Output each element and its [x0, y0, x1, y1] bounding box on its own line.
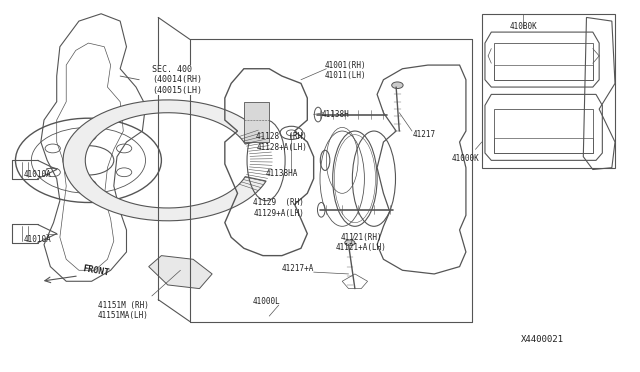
Text: 41001(RH)
41011(LH): 41001(RH) 41011(LH)	[324, 61, 366, 80]
Polygon shape	[244, 102, 269, 142]
Text: X4400021: X4400021	[521, 334, 564, 344]
Ellipse shape	[333, 131, 377, 226]
Polygon shape	[63, 100, 266, 221]
Text: 41121(RH)
41121+A(LH): 41121(RH) 41121+A(LH)	[336, 233, 387, 253]
Bar	[495, 43, 593, 80]
Text: 41010A: 41010A	[24, 170, 52, 179]
Bar	[482, 14, 615, 168]
Bar	[495, 109, 593, 153]
Text: 41128  (RH)
41128+A(LH): 41128 (RH) 41128+A(LH)	[257, 132, 307, 152]
Text: 410B0K: 410B0K	[509, 22, 537, 31]
Text: 41010A: 41010A	[24, 235, 52, 244]
Text: FRONT: FRONT	[82, 264, 110, 278]
Ellipse shape	[345, 240, 355, 246]
Text: 41138HA: 41138HA	[266, 169, 298, 178]
Polygon shape	[148, 256, 212, 289]
Ellipse shape	[392, 82, 403, 89]
Text: 41138H: 41138H	[322, 110, 349, 119]
Bar	[495, 138, 593, 153]
Text: 41000L: 41000L	[252, 297, 280, 306]
Text: 41129  (RH)
41129+A(LH): 41129 (RH) 41129+A(LH)	[253, 198, 304, 218]
Text: 41217: 41217	[413, 130, 436, 139]
Text: 41217+A: 41217+A	[282, 264, 314, 273]
Text: SEC. 400
(40014(RH)
(40015(LH): SEC. 400 (40014(RH) (40015(LH)	[152, 65, 202, 94]
Text: 41000K: 41000K	[452, 154, 480, 163]
Bar	[495, 65, 593, 80]
Text: 41151M (RH)
41151MA(LH): 41151M (RH) 41151MA(LH)	[98, 301, 148, 320]
